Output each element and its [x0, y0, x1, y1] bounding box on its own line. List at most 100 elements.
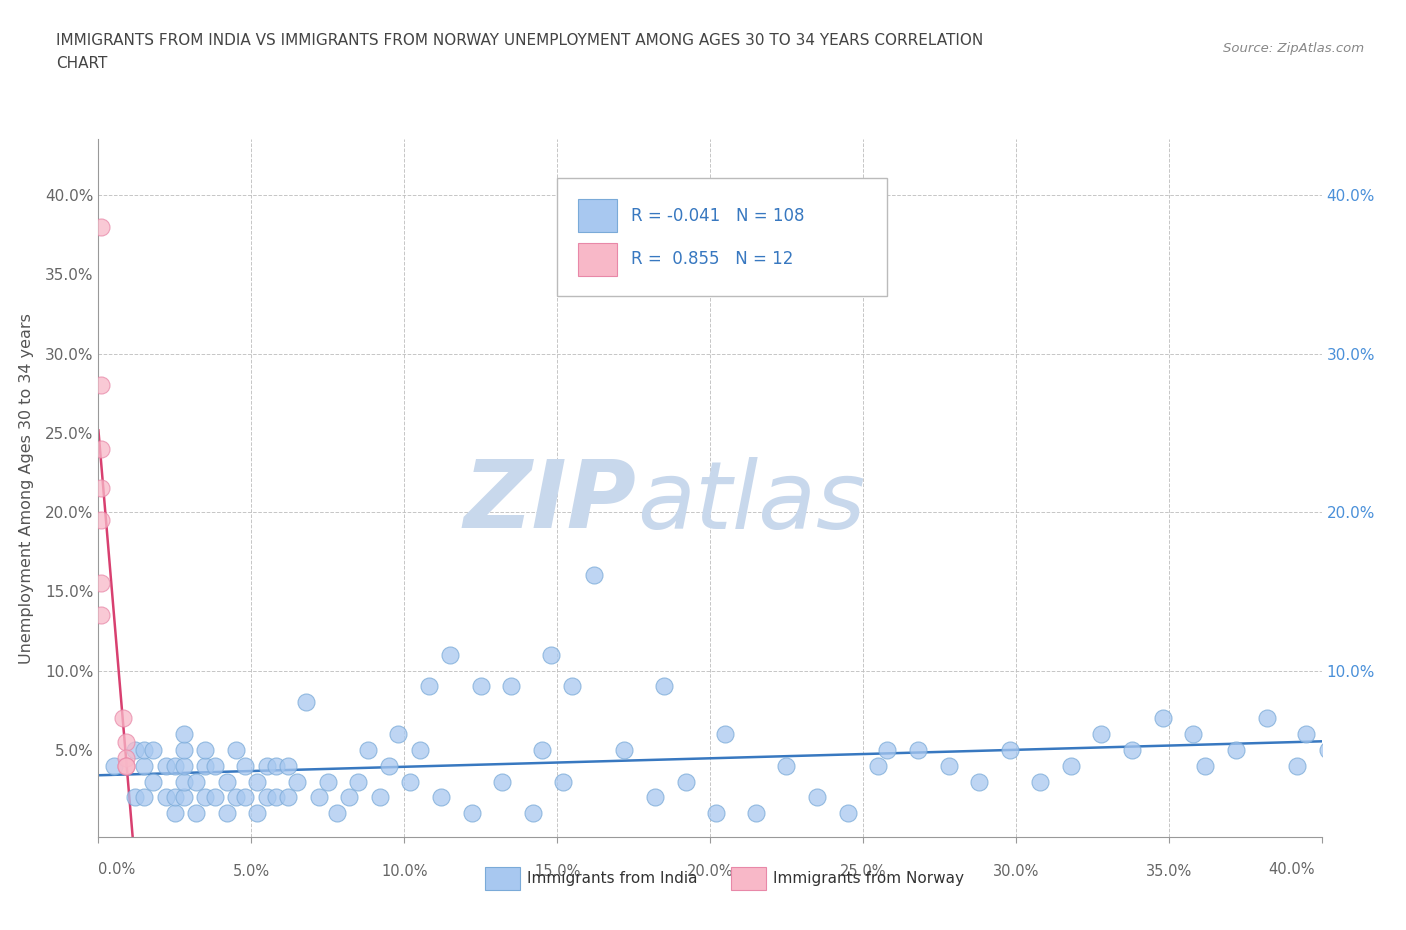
Point — [225, 742, 247, 757]
Point — [501, 679, 523, 694]
Point — [277, 790, 299, 804]
Point — [90, 512, 112, 527]
Point — [115, 758, 138, 773]
Point — [613, 742, 636, 757]
Point — [233, 790, 256, 804]
Point — [1152, 711, 1174, 725]
Point — [194, 742, 217, 757]
Point — [868, 758, 890, 773]
Text: 40.0%: 40.0% — [1268, 862, 1315, 877]
Point — [775, 758, 797, 773]
Point — [155, 790, 177, 804]
Point — [704, 805, 727, 820]
Text: 25.0%: 25.0% — [839, 864, 886, 879]
Point — [430, 790, 453, 804]
Point — [134, 742, 156, 757]
Text: 10.0%: 10.0% — [381, 864, 427, 879]
Point — [186, 774, 208, 789]
Bar — [578, 199, 617, 232]
Y-axis label: Unemployment Among Ages 30 to 34 years: Unemployment Among Ages 30 to 34 years — [18, 312, 34, 664]
Point — [837, 805, 859, 820]
Point — [173, 758, 195, 773]
FancyBboxPatch shape — [557, 178, 887, 297]
Point — [745, 805, 768, 820]
Point — [173, 726, 195, 741]
Point — [103, 758, 125, 773]
Text: 15.0%: 15.0% — [534, 864, 581, 879]
Point — [368, 790, 391, 804]
Point — [215, 805, 238, 820]
Point — [806, 790, 828, 804]
Point — [256, 790, 278, 804]
Point — [134, 790, 156, 804]
Point — [163, 805, 186, 820]
Point — [115, 751, 138, 765]
Point — [644, 790, 666, 804]
Point — [582, 568, 605, 583]
Point — [1182, 726, 1205, 741]
Text: R = -0.041   N = 108: R = -0.041 N = 108 — [630, 206, 804, 224]
Text: IMMIGRANTS FROM INDIA VS IMMIGRANTS FROM NORWAY UNEMPLOYMENT AMONG AGES 30 TO 34: IMMIGRANTS FROM INDIA VS IMMIGRANTS FROM… — [56, 33, 983, 47]
Point — [530, 742, 553, 757]
Text: 20.0%: 20.0% — [686, 864, 734, 879]
Point — [173, 790, 195, 804]
Text: 35.0%: 35.0% — [1146, 864, 1192, 879]
Point — [1121, 742, 1143, 757]
Point — [356, 742, 378, 757]
Point — [155, 758, 177, 773]
Point — [337, 790, 360, 804]
Point — [90, 481, 112, 496]
Text: ZIP: ZIP — [464, 457, 637, 548]
Point — [90, 378, 112, 392]
Point — [1295, 726, 1317, 741]
Point — [1194, 758, 1216, 773]
Point — [194, 790, 217, 804]
Point — [1225, 742, 1247, 757]
Point — [285, 774, 308, 789]
Point — [111, 711, 134, 725]
Point — [1316, 742, 1339, 757]
Point — [522, 805, 544, 820]
Point — [553, 774, 575, 789]
Point — [142, 742, 165, 757]
Point — [378, 758, 401, 773]
Point — [408, 742, 430, 757]
Point — [460, 805, 482, 820]
Point — [115, 735, 138, 750]
Point — [470, 679, 492, 694]
Point — [540, 647, 562, 662]
Point — [134, 758, 156, 773]
Point — [90, 219, 112, 234]
Point — [387, 726, 409, 741]
Point — [714, 726, 737, 741]
Text: 0.0%: 0.0% — [98, 862, 135, 877]
Point — [194, 758, 217, 773]
Point — [439, 647, 461, 662]
Text: R =  0.855   N = 12: R = 0.855 N = 12 — [630, 250, 793, 269]
Point — [225, 790, 247, 804]
Point — [308, 790, 330, 804]
Bar — [578, 243, 617, 276]
Point — [418, 679, 440, 694]
Text: Immigrants from India: Immigrants from India — [527, 871, 697, 886]
Point — [652, 679, 675, 694]
Point — [1256, 711, 1278, 725]
Point — [215, 774, 238, 789]
Point — [998, 742, 1021, 757]
Point — [163, 790, 186, 804]
Point — [561, 679, 583, 694]
Point — [876, 742, 898, 757]
Point — [233, 758, 256, 773]
Point — [491, 774, 513, 789]
Point — [173, 774, 195, 789]
Text: CHART: CHART — [56, 56, 108, 71]
Point — [246, 805, 269, 820]
Point — [124, 742, 146, 757]
Point — [295, 695, 318, 710]
Point — [90, 441, 112, 456]
Point — [938, 758, 960, 773]
Point — [115, 758, 138, 773]
Point — [347, 774, 370, 789]
Point — [1060, 758, 1083, 773]
Point — [264, 758, 287, 773]
